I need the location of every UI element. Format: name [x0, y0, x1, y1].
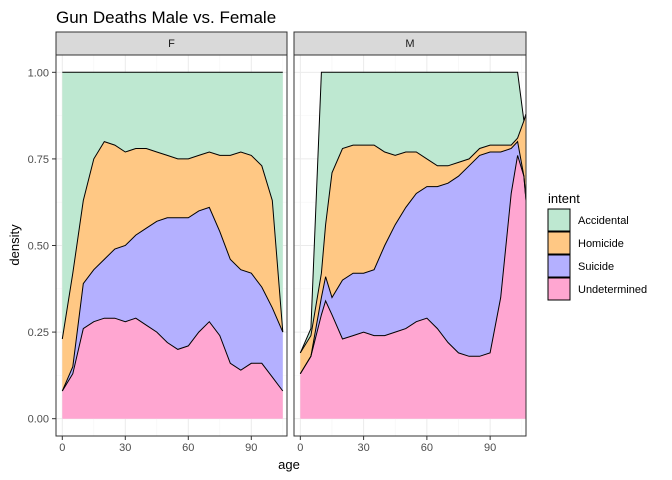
legend-label-undetermined: Undetermined	[578, 284, 647, 296]
legend-swatch-undetermined	[547, 277, 571, 301]
x-tick-label: 0	[59, 442, 65, 454]
line-homicide	[61, 140, 284, 340]
legend-swatch-homicide	[547, 231, 571, 255]
facet-panel-m: M 0 30 60 90	[293, 31, 527, 454]
line-suicide	[299, 140, 527, 374]
legend-label-accidental: Accidental	[578, 215, 629, 227]
facet-strip-label: M	[405, 38, 414, 50]
area-accidental	[62, 72, 283, 340]
facet-panels: F 0 30 60 90 0.00 0.25 0.50 0.75 1.00 M 0 30 60 90	[28, 31, 527, 454]
legend-swatch-suicide	[547, 254, 571, 278]
legend-title: intent	[548, 191, 580, 206]
area-homicide	[300, 113, 526, 374]
area-suicide	[300, 141, 526, 374]
area-accidental	[300, 72, 526, 353]
y-tick-label: 1.00	[28, 67, 49, 79]
line-accidental	[299, 71, 527, 354]
x-tick-label: 30	[119, 442, 131, 454]
y-tick-label: 0.00	[28, 414, 49, 426]
panel-border	[293, 54, 527, 437]
x-tick-label: 90	[484, 442, 496, 454]
y-tick-label: 0.75	[28, 154, 49, 166]
legend-swatch-accidental	[547, 208, 571, 232]
area-undetermined	[300, 155, 526, 419]
line-homicide	[299, 113, 527, 354]
x-tick-label: 0	[297, 442, 303, 454]
x-tick-label: 60	[421, 442, 433, 454]
chart-title: Gun Deaths Male vs. Female	[56, 8, 276, 27]
line-undetermined	[299, 155, 527, 374]
legend-label-suicide: Suicide	[578, 261, 614, 273]
y-axis-title: density	[7, 224, 22, 266]
line-undetermined	[61, 317, 284, 392]
area-homicide	[62, 141, 283, 391]
legend: intent Accidental Homicide Suicide Undeterm…	[547, 191, 647, 301]
area-undetermined	[62, 318, 283, 419]
y-tick-label: 0.50	[28, 241, 49, 253]
x-axis-title: age	[278, 457, 300, 472]
y-tick-label: 0.25	[28, 327, 49, 339]
facet-panel-f: F 0 30 60 90 0.00 0.25 0.50 0.75 1.00	[28, 31, 288, 454]
legend-label-homicide: Homicide	[578, 238, 624, 250]
x-tick-label: 30	[357, 442, 369, 454]
facet-strip-label: F	[168, 38, 175, 50]
line-suicide	[61, 206, 284, 392]
x-tick-label: 90	[245, 442, 257, 454]
x-tick-label: 60	[182, 442, 194, 454]
